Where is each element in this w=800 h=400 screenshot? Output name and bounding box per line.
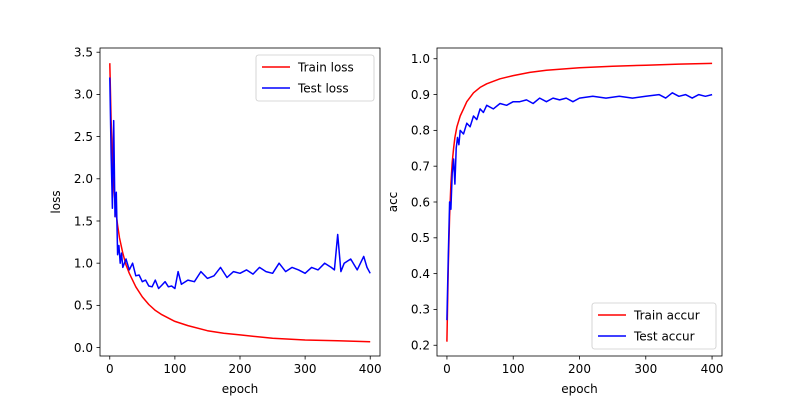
acc-chart-xtick-label: 200 [568, 362, 591, 376]
loss-chart-legend-label: Test loss [297, 81, 349, 95]
loss-chart-xtick-label: 0 [106, 362, 114, 376]
acc-chart-ytick-label: 0.3 [411, 303, 430, 317]
acc-chart-ytick-label: 0.9 [411, 88, 430, 102]
loss-chart: 0 100 200 300 400 0.0 0.5 1.0 1.5 2.0 2.5 3.0 3.5 epo… [49, 46, 382, 396]
acc-chart-series-test-accur [446, 92, 713, 321]
loss-chart-ylabel: loss [49, 190, 63, 213]
acc-chart-ytick-label: 0.8 [411, 124, 430, 138]
acc-chart-legend-label: Test accur [633, 329, 695, 343]
loss-chart-xtick-label: 200 [229, 362, 252, 376]
loss-chart-legend: Train loss Test loss [255, 54, 375, 102]
loss-chart-xtick-label: 300 [294, 362, 317, 376]
loss-chart-legend-label: Train loss [297, 60, 354, 74]
loss-chart-ytick-label: 0.0 [74, 341, 93, 355]
acc-chart-xtick-label: 400 [701, 362, 724, 376]
acc-chart-ytick-label: 0.5 [411, 231, 430, 245]
loss-chart-xtick-label: 100 [163, 362, 186, 376]
loss-chart-xlabel: epoch [222, 382, 259, 396]
acc-chart-xtick-label: 100 [502, 362, 525, 376]
loss-chart-ytick-label: 2.0 [74, 172, 93, 186]
loss-chart-ytick-label: 3.5 [74, 46, 93, 60]
acc-chart-ytick-label: 0.7 [411, 159, 430, 173]
acc-chart-xtick-label: 0 [443, 362, 451, 376]
acc-chart-ytick-label: 1.0 [411, 52, 430, 66]
loss-chart-xtick-label: 400 [359, 362, 382, 376]
acc-chart-series-train-accur [446, 62, 713, 342]
acc-chart: 0 100 200 300 400 0.2 0.3 0.4 0.5 0.6 0.7 0.8 0.9 1.0… [386, 47, 724, 396]
acc-chart-legend-label: Train accur [633, 308, 700, 322]
loss-chart-ytick-label: 1.5 [74, 214, 93, 228]
acc-chart-ytick-label: 0.6 [411, 195, 430, 209]
acc-chart-ylabel: acc [386, 192, 400, 213]
loss-chart-ytick-label: 0.5 [74, 299, 93, 313]
acc-chart-legend: Train accur Test accur [591, 302, 717, 350]
acc-chart-ytick-label: 0.2 [411, 339, 430, 353]
acc-chart-ytick-label: 0.4 [411, 267, 430, 281]
acc-chart-xtick-label: 300 [634, 362, 657, 376]
loss-chart-ytick-label: 3.0 [74, 88, 93, 102]
loss-chart-ytick-label: 2.5 [74, 130, 93, 144]
loss-chart-ytick-label: 1.0 [74, 256, 93, 270]
loss-chart-series-test-loss [109, 77, 371, 290]
acc-chart-xlabel: epoch [561, 382, 598, 396]
